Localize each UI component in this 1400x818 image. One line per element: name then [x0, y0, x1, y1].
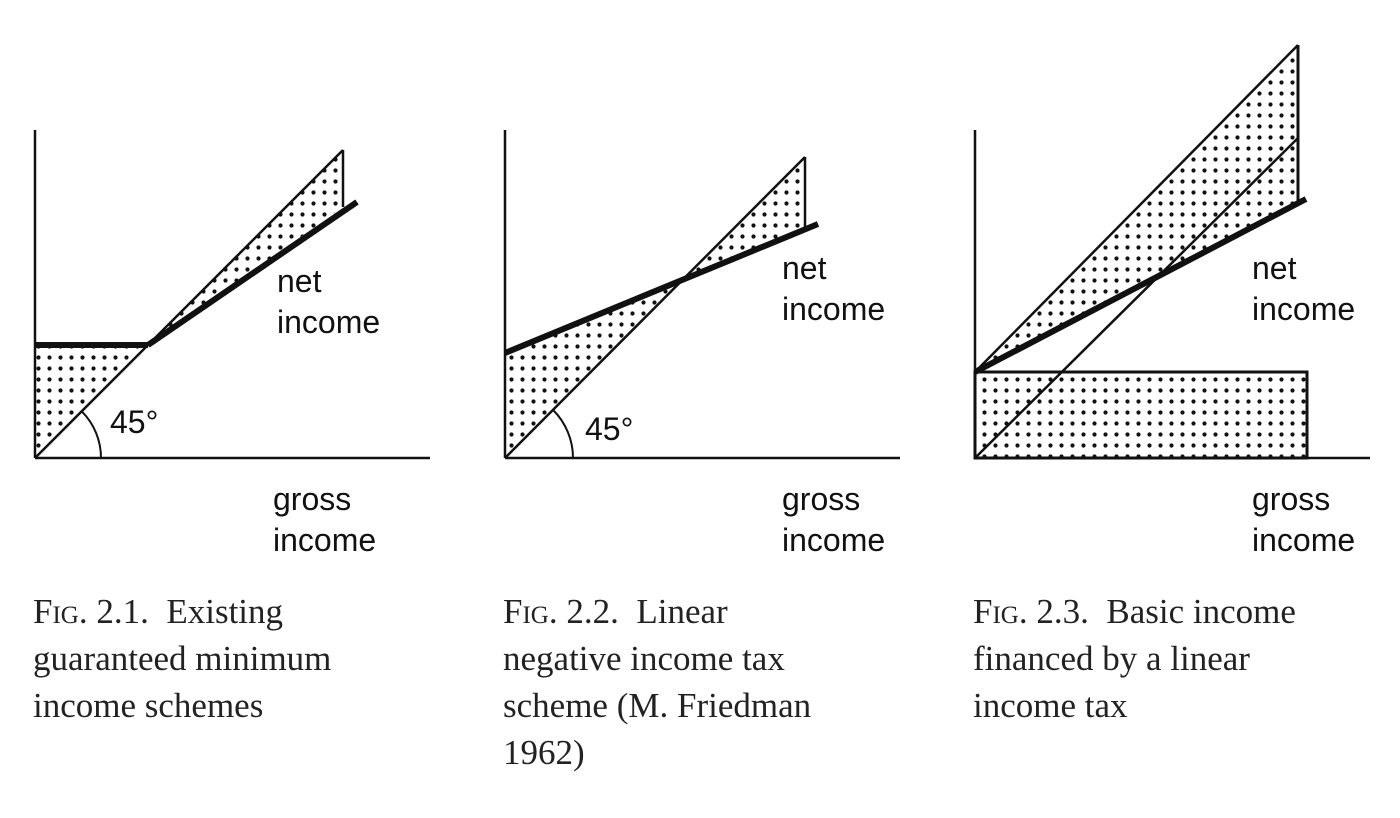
fig3-45-degree-line — [974, 137, 1299, 459]
fig3-basic-income-block — [973, 370, 1309, 460]
fig2-45-degree-line — [504, 156, 806, 459]
fig3-caption-prefix: Fig. — [973, 592, 1028, 631]
fig2-angle-label: 45° — [585, 411, 633, 447]
fig1-gross-label: gross — [273, 481, 351, 517]
fig2-caption-line4: 1962) — [503, 733, 585, 772]
fig3-caption-line2: financed by a linear — [973, 639, 1250, 678]
figure-2-1-caption: Fig. 2.1. Existing guaranteed minimum in… — [33, 588, 433, 729]
figure-2-3-caption: Fig. 2.3. Basic income financed by a lin… — [973, 588, 1373, 729]
fig2-caption-prefix: Fig. — [503, 592, 558, 631]
fig1-caption-text1: Existing — [166, 592, 284, 631]
fig2-net-label: net — [782, 250, 827, 286]
fig2-caption-text1: Linear — [636, 592, 728, 631]
fig1-net-label: net — [277, 263, 322, 299]
fig2-caption-line1: Fig. 2.2. Linear — [503, 588, 903, 635]
fig3-net-income-line — [973, 196, 1308, 375]
fig2-angle-arc — [552, 409, 574, 459]
fig3-gross-income-label: income — [1252, 522, 1355, 558]
fig1-caption-prefix: Fig. — [33, 592, 88, 631]
fig3-caption-number: 2.3. — [1036, 592, 1089, 631]
fig1-caption-line2: guaranteed minimum — [33, 639, 332, 678]
figure-2-2-diagram: 45° net income gross income — [503, 130, 900, 558]
fig1-gross-income-label: income — [273, 522, 376, 558]
fig1-net-income-label: income — [277, 304, 380, 340]
fig1-angle-label: 45° — [110, 404, 158, 440]
fig3-net-income-label: income — [1252, 291, 1355, 327]
fig3-caption-line1: Fig. 2.3. Basic income — [973, 588, 1373, 635]
fig2-net-income-line — [503, 221, 820, 356]
fig1-angle-arc — [80, 410, 103, 459]
fig1-caption-number: 2.1. — [96, 592, 149, 631]
fig2-caption-line3: scheme (M. Friedman — [503, 686, 812, 725]
fig2-gross-label: gross — [782, 481, 860, 517]
fig3-gross-label: gross — [1252, 481, 1330, 517]
figure-2-2-caption: Fig. 2.2. Linear negative income tax sch… — [503, 588, 903, 776]
fig1-caption-line3: income schemes — [33, 686, 264, 725]
fig3-net-label: net — [1252, 250, 1297, 286]
fig1-net-income-line — [146, 199, 359, 348]
figure-2-3-diagram: net income gross income — [973, 44, 1370, 558]
fig2-caption-number: 2.2. — [566, 592, 619, 631]
fig3-caption-line3: income tax — [973, 686, 1128, 725]
fig1-caption-line1: Fig. 2.1. Existing — [33, 588, 433, 635]
fig3-caption-text1: Basic income — [1106, 592, 1296, 631]
fig3-upper-gross-line — [974, 44, 1299, 373]
fig1-45-degree-line — [34, 149, 344, 459]
fig2-net-income-label: income — [782, 291, 885, 327]
fig2-caption-line2: negative income tax — [503, 639, 785, 678]
fig2-gross-income-label: income — [782, 522, 885, 558]
figure-2-1-diagram: 45° net income gross income — [33, 130, 430, 558]
